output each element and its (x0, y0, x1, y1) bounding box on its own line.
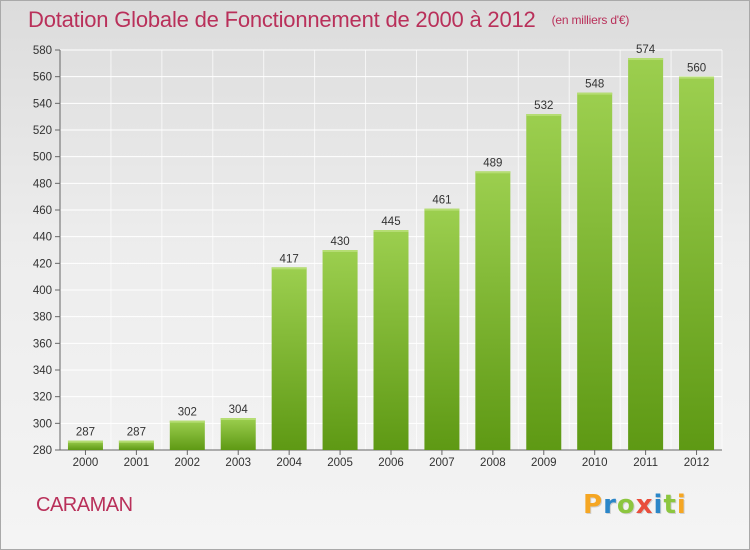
logo-letter: x (635, 490, 654, 520)
y-tick-label: 380 (33, 312, 52, 324)
bar (577, 92, 613, 451)
y-tick-label: 540 (33, 98, 52, 110)
bar (424, 208, 460, 450)
data-label: 489 (483, 157, 502, 169)
data-label: 304 (229, 404, 249, 416)
bar (67, 440, 103, 450)
y-tick-label: 420 (33, 258, 52, 270)
data-label: 445 (381, 216, 400, 228)
x-tick-label: 2007 (429, 457, 455, 469)
bar-highlight (67, 440, 103, 443)
bar-highlight (373, 230, 409, 232)
bar (475, 171, 511, 451)
x-tick-label: 2012 (684, 457, 710, 469)
chart-unit-note: (en milliers d'€) (551, 13, 630, 27)
bar-highlight (169, 420, 205, 423)
data-label: 287 (76, 427, 95, 439)
y-tick-label: 460 (33, 205, 52, 217)
bar-highlight (118, 440, 154, 443)
x-tick-label: 2004 (276, 457, 302, 469)
logo-letter: r (603, 490, 617, 520)
bar-highlight (475, 171, 511, 174)
y-tick-label: 340 (33, 365, 52, 377)
y-tick-labels: 280 300 320 340 360 380 400 420 440 460 480 500 520 5… (33, 45, 52, 457)
logo-letter: i (653, 490, 664, 520)
x-tick-label: 2005 (327, 457, 353, 469)
logo-letter: o (616, 490, 636, 520)
bar-highlight (322, 250, 358, 252)
y-tick-label: 440 (33, 232, 52, 244)
bar-highlight (526, 114, 562, 116)
chart-title: Dotation Globale de Fonctionnement de 20… (28, 7, 629, 33)
y-tick-label: 360 (33, 338, 52, 350)
x-tick-label: 2001 (124, 457, 150, 469)
data-label: 548 (585, 79, 604, 91)
x-tick-label: 2008 (480, 457, 506, 469)
logo-letter: P (583, 490, 604, 520)
bar (679, 76, 715, 451)
bar (322, 250, 358, 450)
bar (628, 58, 664, 450)
x-tick-label: 2009 (531, 457, 557, 469)
data-label: 430 (330, 236, 349, 248)
y-tick-label: 280 (33, 445, 52, 457)
bar-highlight (424, 208, 460, 211)
bar (220, 418, 256, 450)
y-tick-label: 300 (33, 418, 52, 430)
x-tick-labels: 2000 2001 2002 2003 2004 2005 2006 2007 2008 2009… (73, 457, 710, 469)
bar (373, 230, 409, 450)
bar-highlight (577, 92, 613, 95)
y-tick-label: 480 (33, 178, 52, 190)
commune-name: CARAMAN (36, 494, 133, 516)
bar-highlight (220, 418, 256, 420)
data-label: 287 (127, 427, 146, 439)
y-tick-label: 580 (33, 45, 52, 57)
y-tick-label: 520 (33, 125, 52, 137)
bar (169, 420, 205, 450)
x-tick-label: 2010 (582, 457, 608, 469)
bar-highlight (679, 76, 715, 79)
proxiti-logo: Proxiti (583, 490, 687, 520)
data-label: 560 (687, 63, 706, 75)
bar (271, 267, 307, 450)
bar (118, 440, 154, 450)
data-label: 532 (534, 100, 553, 112)
y-tick-label: 320 (33, 392, 52, 404)
bar-highlight (271, 267, 307, 270)
y-tick-label: 400 (33, 285, 52, 297)
data-label: 302 (178, 407, 197, 419)
chart-title-text: Dotation Globale de Fonctionnement de 20… (28, 7, 536, 32)
logo-letter: t (663, 490, 677, 520)
x-tick-label: 2002 (175, 457, 201, 469)
data-label: 574 (636, 44, 656, 56)
x-tick-label: 2011 (633, 457, 658, 469)
data-labels: 287 287 302 304 417 430 445 461 489 532 548 574 560 (76, 44, 706, 439)
y-tick-label: 500 (33, 152, 52, 164)
y-tick-label: 560 (33, 72, 52, 84)
bar (526, 114, 562, 450)
logo-letter: i (676, 490, 687, 520)
data-label: 417 (280, 253, 299, 265)
data-label: 461 (432, 195, 451, 207)
bars (67, 58, 715, 451)
bar-highlight (628, 58, 664, 60)
x-tick-label: 2006 (378, 457, 404, 469)
x-tick-label: 2003 (225, 457, 251, 469)
x-tick-label: 2000 (73, 457, 99, 469)
